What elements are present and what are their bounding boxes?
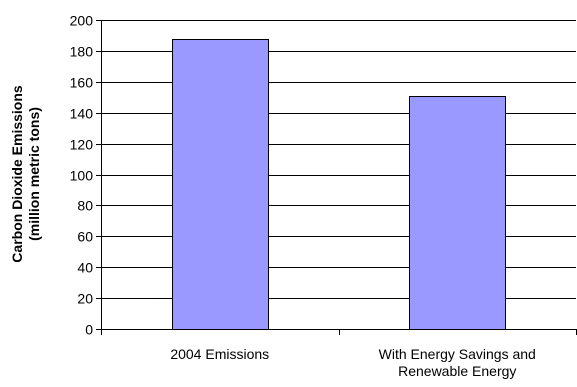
y-tick-label: 120	[70, 137, 94, 153]
y-tick-label: 200	[70, 13, 94, 29]
y-tick-label: 0	[85, 322, 93, 338]
x-category-label: With Energy Savings and	[379, 346, 536, 362]
y-tick-label: 40	[77, 260, 93, 276]
y-tick-label: 140	[70, 106, 94, 122]
bar	[172, 39, 269, 330]
y-axis-title: Carbon Dioxide Emissions (million metric…	[9, 85, 42, 263]
axes	[96, 20, 577, 335]
bars	[172, 39, 506, 330]
x-category-labels: 2004 Emissions With Energy Savings andRen…	[170, 346, 536, 379]
y-tick-label: 20	[77, 291, 93, 307]
y-tick-label: 160	[70, 75, 94, 91]
y-tick-label: 100	[70, 168, 94, 184]
x-category-label: 2004 Emissions	[170, 346, 269, 362]
y-tick-label: 80	[77, 198, 93, 214]
y-tick-labels: 0 20 40 60 80 100 120 140 160 180 200	[70, 13, 94, 338]
bar	[409, 96, 506, 330]
y-tick-label: 60	[77, 229, 93, 245]
y-axis-title-line-1: Carbon Dioxide Emissions	[9, 85, 25, 263]
y-tick-label: 180	[70, 44, 94, 60]
x-category-label: Renewable Energy	[398, 363, 516, 379]
y-axis-title-line-2: (million metric tons)	[26, 107, 42, 241]
